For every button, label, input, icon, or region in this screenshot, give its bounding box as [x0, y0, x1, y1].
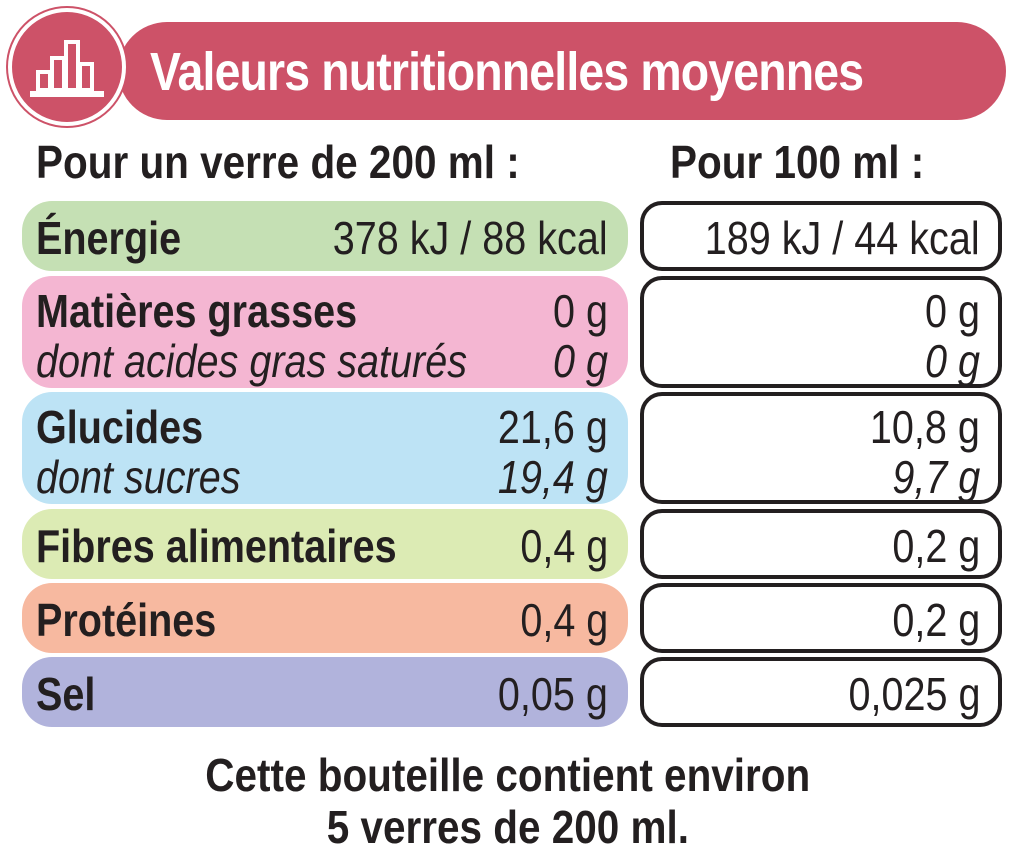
row-sub-label: dont sucres: [36, 451, 241, 503]
bar-chart-icon-graphic: [30, 40, 104, 97]
row-fiber-per-100ml: 0,2 g: [640, 509, 1002, 579]
row-label: Glucides: [36, 401, 204, 453]
row-energy-per-100ml: 189 kJ / 44 kcal: [640, 201, 1002, 271]
row-salt-per-glass: Sel 0,05 g: [22, 657, 628, 727]
row-value: 0,4 g: [520, 594, 608, 646]
row-salt-per-100ml: 0,025 g: [640, 657, 1002, 727]
row-sub-value: 0 g: [553, 335, 608, 387]
row-value: 0,05 g: [498, 668, 608, 720]
row-label: Sel: [36, 668, 96, 720]
row-value: 0,2 g: [892, 520, 980, 572]
row-value: 189 kJ / 44 kcal: [705, 212, 980, 264]
row-value: 0,025 g: [848, 668, 980, 720]
page-title: Valeurs nutritionnelles moyennes: [150, 42, 864, 102]
footer-text-1: Cette bouteille contient environ: [204, 749, 810, 801]
row-fat-per-glass: Matières grasses 0 g dont acides gras sa…: [22, 276, 628, 388]
bar-chart-icon: [8, 8, 126, 126]
row-sub-value: 0 g: [925, 335, 980, 387]
row-label: Énergie: [36, 212, 182, 264]
row-energy-per-glass: Énergie 378 kJ / 88 kcal: [22, 201, 628, 271]
footer-line-1: Cette bouteille contient environ: [0, 752, 1015, 798]
row-sub-label: dont acides gras saturés: [36, 335, 468, 387]
column-header-per-100ml: Pour 100 ml :: [670, 136, 925, 188]
row-label: Fibres alimentaires: [36, 520, 397, 572]
row-value: 0,4 g: [520, 520, 608, 572]
row-carbs-per-glass: Glucides 21,6 g dont sucres 19,4 g: [22, 392, 628, 504]
row-label: Matières grasses: [36, 285, 358, 337]
row-value: 10,8 g: [870, 401, 980, 453]
row-value: 0,2 g: [892, 594, 980, 646]
row-fiber-per-glass: Fibres alimentaires 0,4 g: [22, 509, 628, 579]
row-sub-value: 9,7 g: [892, 451, 980, 503]
row-value: 378 kJ / 88 kcal: [333, 212, 608, 264]
row-value: 0 g: [553, 285, 608, 337]
row-value: 0 g: [925, 285, 980, 337]
row-value: 21,6 g: [498, 401, 608, 453]
row-carbs-per-100ml: 10,8 g 9,7 g: [640, 392, 1002, 504]
footer-text-2: 5 verres de 200 ml.: [326, 801, 689, 853]
column-header-per-glass: Pour un verre de 200 ml :: [36, 136, 520, 188]
row-protein-per-100ml: 0,2 g: [640, 583, 1002, 653]
row-fat-per-100ml: 0 g 0 g: [640, 276, 1002, 388]
row-sub-value: 19,4 g: [498, 451, 608, 503]
row-label: Protéines: [36, 594, 217, 646]
footer-line-2: 5 verres de 200 ml.: [0, 804, 1015, 850]
title-banner: [118, 22, 1006, 120]
row-protein-per-glass: Protéines 0,4 g: [22, 583, 628, 653]
